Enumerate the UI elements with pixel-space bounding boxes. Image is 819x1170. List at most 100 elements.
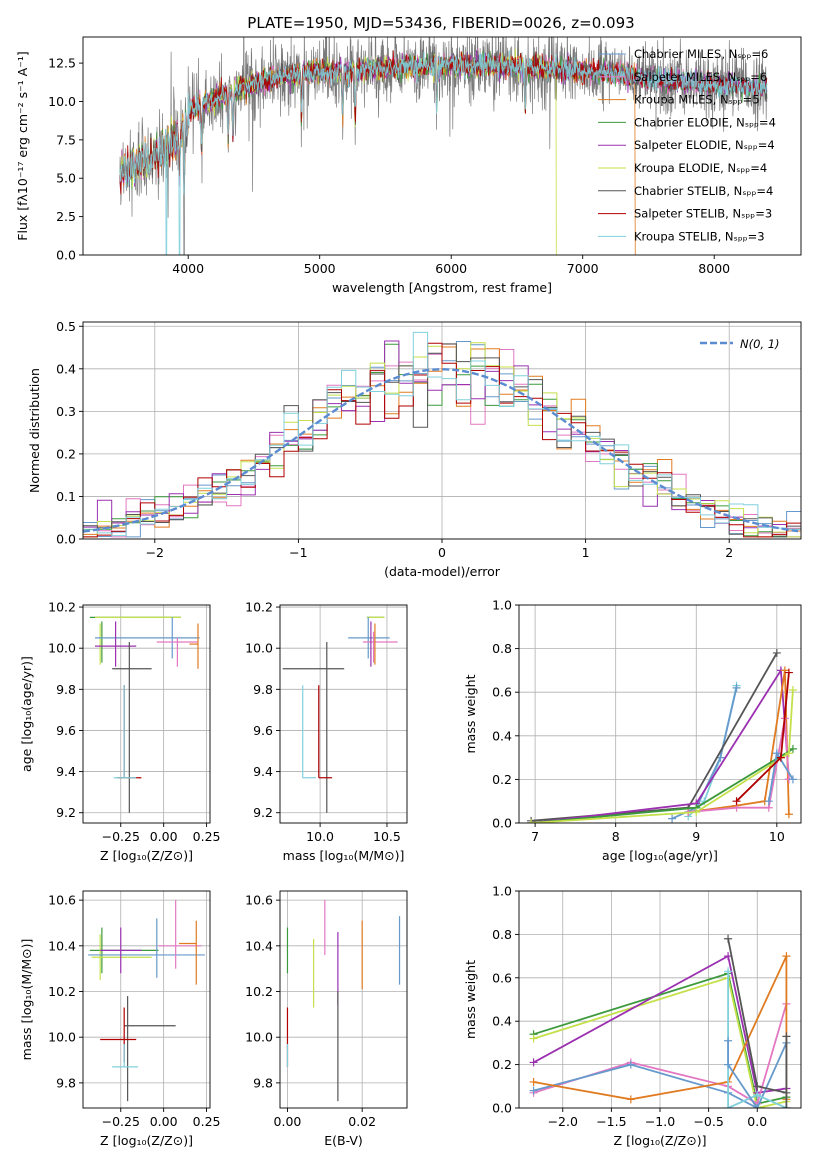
histogram-step-8 [83,331,801,539]
y-tick-label: 0.0 [56,248,76,263]
mass-vs-extinction-panel: 0.00 0.02 9.8 10.0 10.2 10.4 10.6 E(B-V) [245,890,408,1148]
y-tick-label: 10.4 [245,938,273,953]
x-axis-label: E(B-V) [324,1133,363,1148]
y-tick-label: 5.0 [56,171,76,186]
y-tick-label: 0.0 [56,532,76,547]
y-tick-label: 9.2 [56,805,76,820]
weight-marker [772,648,781,657]
y-tick-label: 0.6 [492,685,512,700]
axes-frame [279,604,408,824]
weight-marker [732,683,741,692]
weight-marker [692,808,701,817]
legend-label-0: Chabrier MILES, Nₛₚₚ=6 [634,47,768,61]
y-tick-label: 10.0 [48,1030,76,1045]
age-vs-metallicity-panel: −0.25 0.00 0.25 9.2 9.4 9.6 9.8 10.0 10.2 Z [log₁… [19,600,220,863]
weight-marker [782,1104,791,1108]
legend-label-4: Salpeter ELODIE, Nₛₚₚ=4 [634,138,775,152]
weight-marker [788,775,797,784]
y-tick-label: 0.4 [56,361,76,376]
x-tick-label: −1.0 [645,1114,675,1129]
y-tick-label: 1.0 [492,598,512,613]
y-tick-label: 0.2 [492,1057,512,1072]
x-tick-label: 0.00 [150,829,178,844]
weight-marker [529,1077,538,1086]
y-tick-label: 9.8 [56,1075,76,1090]
y-tick-label: 10.0 [48,94,76,109]
y-tick-label: 10.6 [48,893,76,908]
y-axis-label: mass weight [463,674,478,753]
y-tick-label: 0.5 [56,319,76,334]
x-tick-label: 8 [612,829,620,844]
x-tick-label: 2 [725,545,733,560]
weight-marker [782,1032,791,1041]
spectrum-panel: 4000 5000 6000 7000 8000 0.0 2.5 5.0 7.5 10.0 12.5… [15,36,802,295]
plot-area [280,605,407,823]
x-tick-label: 9 [692,829,700,844]
axes-frame [82,890,211,1109]
axes-frame [518,604,802,824]
y-tick-label: 9.6 [253,723,273,738]
x-axis-label: age [log₁₀(age/yr)] [602,848,718,863]
weight-marker [784,749,793,758]
weight-marker [724,967,733,976]
y-tick-label: 0.6 [492,970,512,985]
y-tick-label: 10.0 [245,641,273,656]
weight-marker [753,1104,762,1108]
axes-frame [279,890,408,1109]
x-tick-label: 7000 [567,261,599,276]
weight-marker [764,797,773,806]
weight-marker [527,819,536,823]
x-tick-label: 0.00 [150,1114,178,1129]
legend-label-8: Kroupa STELIB, Nₛₚₚ=3 [634,229,765,243]
weight-line-2 [533,954,787,1094]
x-tick-label: −1.5 [596,1114,626,1129]
y-tick-label: 9.8 [253,682,273,697]
y-tick-label: 10.2 [245,984,273,999]
normal-curve [83,368,799,533]
weight-marker [782,952,791,961]
x-axis-label: Z [log₁₀(Z/Z⊙)] [614,1133,707,1148]
y-tick-label: 0.4 [492,728,512,743]
x-tick-label: −0.25 [102,1114,140,1129]
x-tick-label: −2 [146,545,164,560]
weight-marker [788,744,797,753]
x-tick-label: 10.0 [306,829,334,844]
legend-label-7: Salpeter STELIB, Nₛₚₚ=3 [634,207,772,221]
y-tick-label: 12.5 [48,56,76,71]
weight-line-7 [531,689,794,823]
y-tick-label: 10.2 [48,600,76,615]
y-tick-label: 10.0 [48,641,76,656]
x-tick-label: 0.25 [193,829,221,844]
weight-marker [732,797,741,806]
weight-marker [788,686,797,695]
y-tick-label: 0.2 [56,446,76,461]
weight-marker [529,1034,538,1043]
plot-area [83,605,210,823]
y-tick-label: 10.0 [245,1030,273,1045]
y-tick-label: 0.8 [492,641,512,656]
mass-weight-vs-metallicity-panel: −2.0 −1.5 −1.0 −0.5 0.0 0.0 0.2 0.4 0.6 0.8 1.0 Z [… [463,884,802,1148]
y-tick-label: 10.2 [48,984,76,999]
y-axis-label: mass [log₁₀(M/M⊙)] [19,939,34,1061]
weight-marker [772,749,781,758]
y-tick-label: 0.0 [492,1101,512,1116]
y-tick-label: 10.6 [245,893,273,908]
weight-marker [626,1095,635,1104]
weight-marker [780,666,789,675]
x-tick-label: 8000 [698,261,730,276]
normal-legend-label: N(0, 1) [740,337,780,351]
legend-label-1: Salpeter MILES, Nₛₚₚ=6 [634,70,767,84]
weight-marker [753,1082,762,1091]
plot-area [83,891,210,1108]
weight-marker [668,814,677,823]
legend-label-5: Kroupa ELODIE, Nₛₚₚ=4 [634,161,767,175]
y-tick-label: 7.5 [56,132,76,147]
legend-label-3: Chabrier ELODIE, Nₛₚₚ=4 [634,115,776,129]
y-tick-label: 10.2 [245,600,273,615]
x-tick-label: 6000 [435,261,467,276]
x-tick-label: 7 [531,829,539,844]
y-tick-label: 9.2 [253,805,273,820]
x-tick-label: 4000 [172,261,204,276]
x-tick-label: 10 [769,829,785,844]
